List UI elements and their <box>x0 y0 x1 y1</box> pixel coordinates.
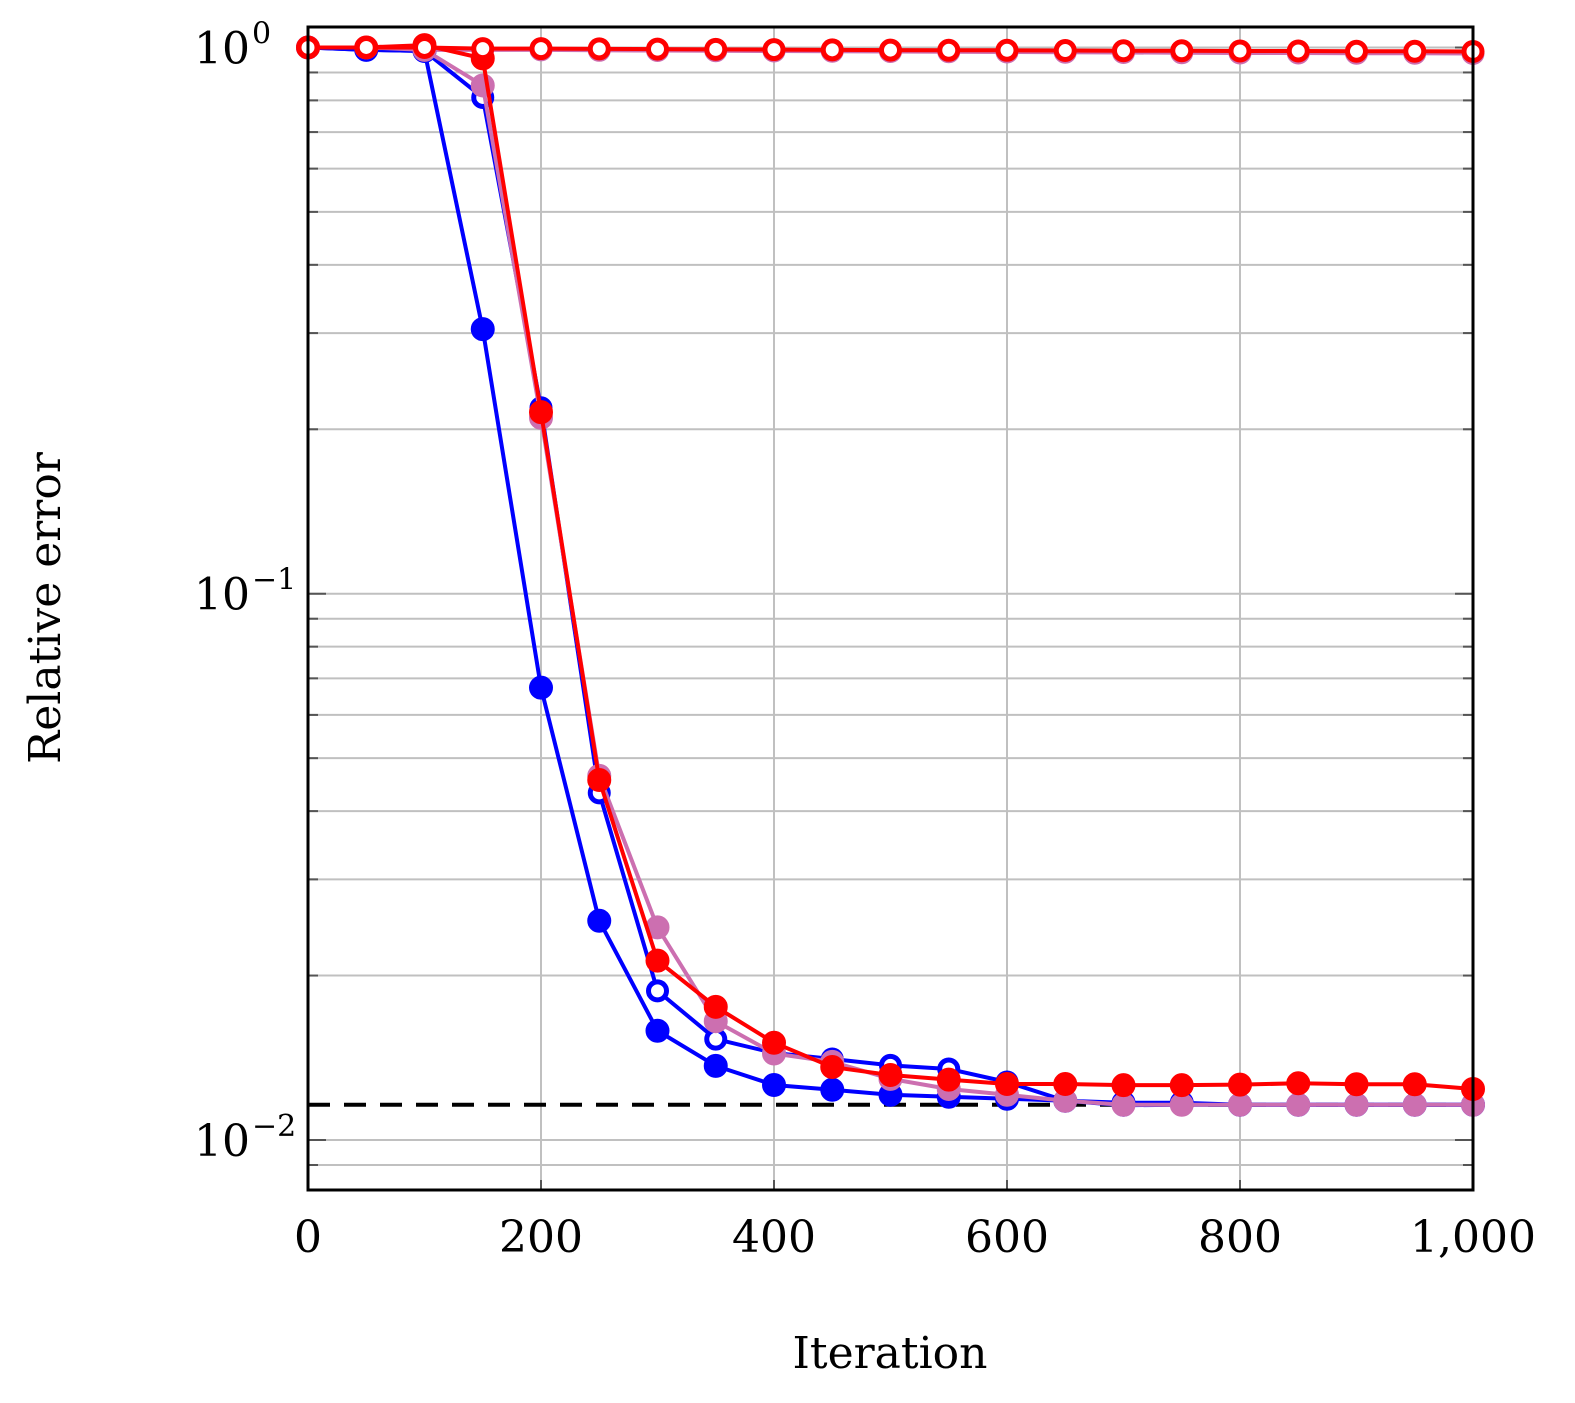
data-point <box>820 38 844 62</box>
y-tick-label-exponent: −1 <box>252 563 296 598</box>
series-4 <box>296 33 1485 1101</box>
data-point <box>646 37 669 61</box>
series-group <box>296 33 1485 1117</box>
series-line <box>307 45 1473 1107</box>
series-line <box>308 43 1474 1091</box>
data-point <box>1228 1072 1252 1097</box>
x-tick-label: 1,000 <box>1410 1212 1536 1263</box>
data-point <box>413 35 436 59</box>
x-tick-label: 200 <box>499 1212 583 1263</box>
data-point <box>1344 1092 1369 1117</box>
data-point <box>936 1067 961 1092</box>
x-tick-label: 600 <box>965 1212 1049 1263</box>
y-tick-label: 10 <box>194 570 250 621</box>
data-point <box>762 38 786 62</box>
series-line <box>307 45 1473 1108</box>
data-point <box>529 37 553 61</box>
data-point <box>471 37 495 61</box>
x-axis-label: Iteration <box>793 1328 988 1379</box>
y-tick-label-exponent: −2 <box>252 1109 296 1144</box>
data-point <box>878 1063 903 1088</box>
y-tick-label-exponent: 0 <box>252 16 271 51</box>
data-point <box>1286 39 1310 63</box>
data-point <box>529 400 553 425</box>
data-point <box>762 1030 786 1055</box>
data-point <box>1402 1072 1427 1097</box>
data-point <box>1053 1072 1078 1097</box>
data-point <box>995 1072 1019 1097</box>
plot-frame <box>306 25 1475 1192</box>
data-point <box>1053 39 1077 63</box>
x-tick-label: 400 <box>732 1212 816 1263</box>
grid <box>307 27 1474 1190</box>
data-point <box>1286 1092 1311 1117</box>
data-point <box>762 1072 786 1097</box>
data-point <box>645 948 670 973</box>
y-axis-label: Relative error <box>20 451 71 764</box>
data-point <box>879 38 902 62</box>
data-point <box>646 979 669 1003</box>
series-line <box>308 45 1473 1107</box>
data-point <box>1403 39 1427 63</box>
data-point <box>703 994 728 1019</box>
x-tick-label: 800 <box>1198 1212 1282 1263</box>
data-point <box>1169 1073 1194 1098</box>
data-point <box>1345 39 1368 63</box>
data-point <box>820 1077 845 1102</box>
data-point <box>1228 39 1252 63</box>
data-point <box>1286 1071 1311 1096</box>
data-point <box>995 38 1019 62</box>
data-point <box>1344 1072 1369 1097</box>
series-3 <box>296 35 1485 1117</box>
y-tick-label: 10 <box>194 23 250 74</box>
data-point <box>529 675 553 700</box>
series-1 <box>296 35 1485 1117</box>
data-point <box>1112 39 1135 63</box>
data-point <box>937 38 961 62</box>
series-2 <box>296 35 1485 1117</box>
data-point <box>704 37 728 61</box>
x-tick-label: 0 <box>294 1212 322 1263</box>
data-point <box>587 908 612 933</box>
series-5 <box>296 35 1485 64</box>
data-point <box>703 1053 728 1078</box>
data-point <box>645 1018 670 1043</box>
data-point <box>587 768 612 793</box>
data-point <box>1402 1092 1427 1117</box>
data-point <box>820 1055 845 1080</box>
data-point <box>470 317 495 342</box>
data-point <box>1228 1092 1252 1117</box>
data-point <box>587 37 611 61</box>
data-point <box>354 35 378 59</box>
data-point <box>1170 39 1194 63</box>
y-tick-label: 10 <box>194 1116 250 1167</box>
data-point <box>1111 1073 1136 1098</box>
